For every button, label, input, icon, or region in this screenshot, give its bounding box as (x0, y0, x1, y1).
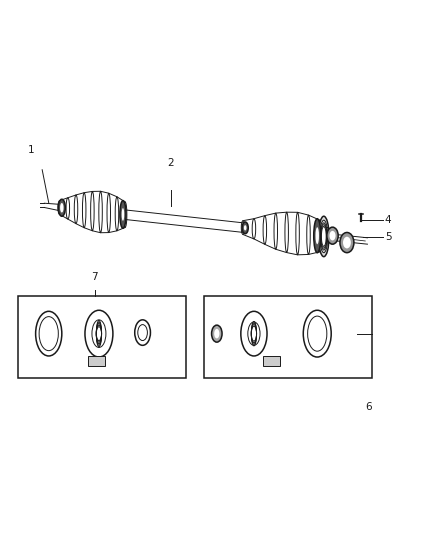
Text: 3: 3 (323, 227, 329, 237)
Ellipse shape (107, 193, 110, 232)
Ellipse shape (99, 191, 102, 233)
Text: 3: 3 (323, 227, 329, 237)
Ellipse shape (321, 225, 327, 248)
Text: 2: 2 (168, 158, 174, 168)
Ellipse shape (212, 325, 222, 342)
Ellipse shape (58, 199, 65, 216)
Ellipse shape (252, 219, 256, 239)
Ellipse shape (285, 212, 288, 253)
Ellipse shape (307, 215, 310, 254)
Ellipse shape (296, 212, 299, 255)
Ellipse shape (82, 192, 86, 228)
Ellipse shape (263, 216, 267, 244)
Ellipse shape (314, 219, 321, 253)
Ellipse shape (244, 225, 247, 230)
Ellipse shape (315, 227, 319, 244)
Ellipse shape (274, 213, 278, 249)
Text: 5: 5 (385, 232, 392, 243)
Ellipse shape (329, 231, 336, 240)
Ellipse shape (122, 208, 124, 221)
Ellipse shape (343, 237, 351, 248)
Ellipse shape (242, 222, 248, 233)
Ellipse shape (318, 216, 329, 257)
Bar (204, 296, 372, 378)
Ellipse shape (60, 203, 64, 213)
Ellipse shape (318, 220, 321, 252)
Bar (88, 356, 106, 367)
Ellipse shape (214, 329, 219, 338)
Text: 7: 7 (91, 272, 98, 282)
Ellipse shape (124, 202, 127, 228)
Ellipse shape (120, 200, 126, 228)
Ellipse shape (115, 197, 119, 231)
Ellipse shape (74, 195, 78, 224)
Bar (18, 296, 186, 378)
Bar (263, 356, 280, 367)
Ellipse shape (58, 200, 61, 214)
Ellipse shape (241, 221, 245, 235)
Ellipse shape (91, 191, 94, 231)
Ellipse shape (340, 232, 354, 253)
Ellipse shape (66, 198, 70, 219)
Ellipse shape (327, 227, 338, 244)
Text: 6: 6 (365, 402, 372, 413)
Text: 1: 1 (28, 144, 35, 155)
Text: 4: 4 (385, 215, 392, 225)
